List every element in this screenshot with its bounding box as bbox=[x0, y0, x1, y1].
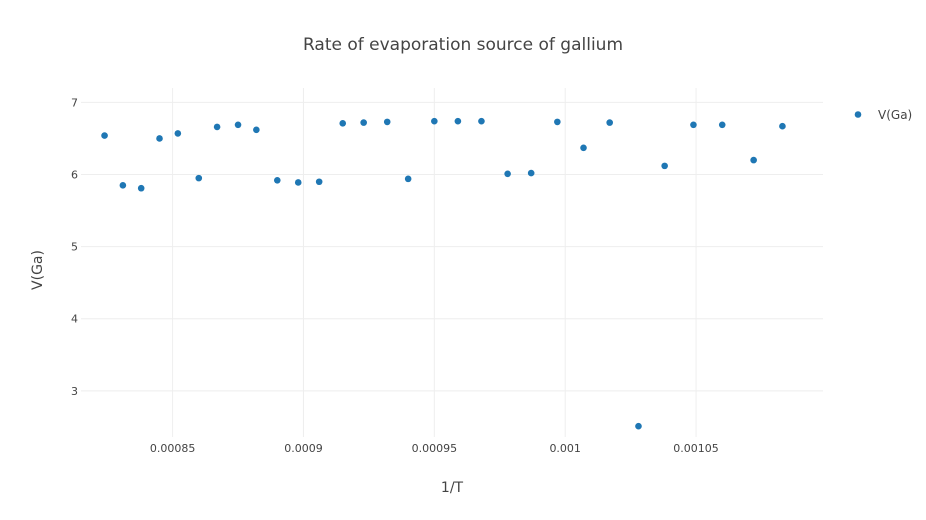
data-point bbox=[580, 144, 587, 152]
data-point bbox=[174, 130, 182, 137]
y-tick-label: 3 bbox=[71, 385, 78, 398]
data-point bbox=[635, 422, 642, 430]
data-point bbox=[119, 182, 127, 189]
data-points bbox=[101, 117, 786, 430]
data-point bbox=[294, 179, 302, 186]
x-tick-label: 0.00095 bbox=[412, 442, 458, 455]
data-point bbox=[137, 184, 145, 192]
x-tick-labels: 0.00085 0.0009 0.00095 0.001 0.00105 bbox=[150, 442, 719, 455]
data-point bbox=[156, 135, 163, 142]
data-point bbox=[661, 162, 668, 170]
data-point bbox=[750, 156, 757, 164]
x-tick-label: 0.0009 bbox=[284, 442, 323, 455]
x-tick-label: 0.001 bbox=[549, 442, 581, 455]
data-point bbox=[315, 178, 323, 186]
data-point bbox=[195, 174, 203, 182]
legend[interactable]: V(Ga) bbox=[854, 108, 913, 122]
data-point bbox=[234, 121, 242, 129]
y-tick-label: 7 bbox=[71, 96, 78, 109]
data-point bbox=[431, 117, 438, 125]
y-tick-label: 6 bbox=[71, 169, 78, 182]
data-point bbox=[273, 176, 281, 184]
data-point bbox=[554, 118, 561, 126]
y-tick-labels: 3 4 5 6 7 bbox=[71, 96, 78, 397]
legend-marker bbox=[854, 111, 862, 118]
data-point bbox=[690, 121, 697, 129]
y-tick-label: 4 bbox=[71, 313, 78, 326]
data-point bbox=[718, 121, 726, 129]
grid-lines bbox=[81, 88, 823, 437]
x-tick-label: 0.00085 bbox=[150, 442, 196, 455]
data-point bbox=[504, 170, 511, 178]
data-point bbox=[454, 117, 462, 125]
data-point bbox=[383, 118, 391, 126]
data-point bbox=[101, 132, 108, 139]
y-axis-title: V(Ga) bbox=[30, 250, 46, 290]
data-point bbox=[527, 169, 535, 177]
data-point bbox=[606, 119, 613, 126]
data-point bbox=[213, 123, 221, 131]
y-tick-label: 5 bbox=[71, 241, 78, 254]
x-tick-label: 0.00105 bbox=[673, 442, 719, 455]
data-point bbox=[779, 122, 786, 130]
data-point bbox=[360, 119, 367, 126]
x-axis-title: 1/T bbox=[441, 480, 464, 496]
data-point bbox=[339, 120, 347, 127]
legend-label: V(Ga) bbox=[878, 108, 912, 122]
data-point bbox=[404, 175, 412, 183]
data-point bbox=[253, 126, 260, 134]
chart-title: Rate of evaporation source of gallium bbox=[303, 35, 623, 55]
data-point bbox=[478, 117, 485, 125]
